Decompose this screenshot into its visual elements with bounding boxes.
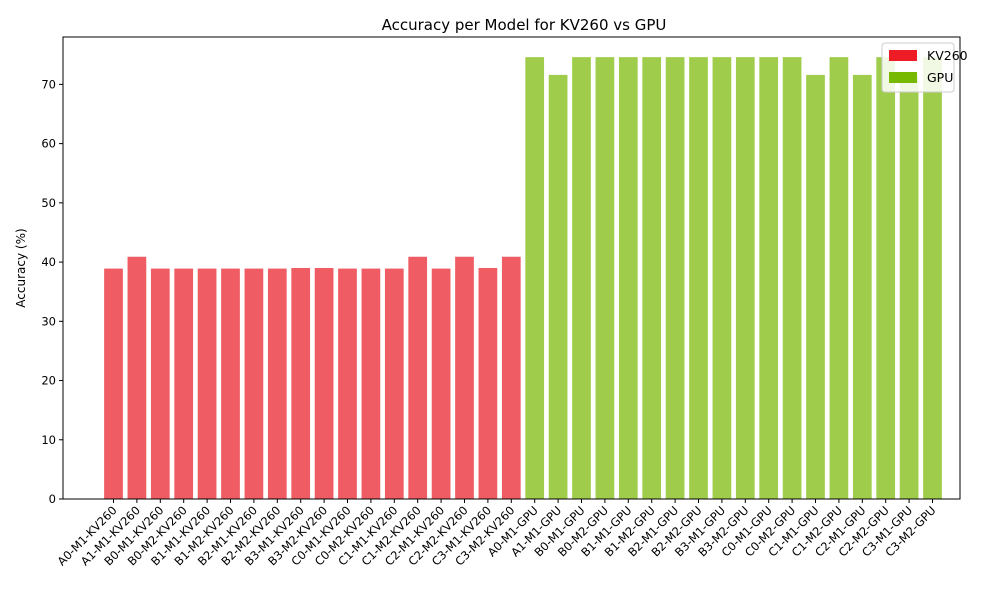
bar-a1-m1-gpu (548, 74, 568, 500)
bar-b1-m1-kv260 (197, 268, 217, 499)
chart-title: Accuracy per Model for KV260 vs GPU (382, 16, 667, 34)
bar-a0-m1-kv260 (104, 268, 123, 499)
x-ticks: A0-M1-KV260A1-M1-KV260B0-M1-KV260B0-M2-K… (55, 499, 939, 568)
bar-b3-m1-gpu (712, 57, 732, 500)
y-tick-label: 60 (41, 137, 56, 151)
legend: KV260 GPU (881, 42, 968, 93)
bar-c2-m1-kv260 (431, 268, 451, 499)
bar-c0-m2-kv260 (361, 268, 381, 499)
bar-b2-m2-gpu (689, 57, 708, 500)
bar-b2-m1-gpu (665, 57, 685, 500)
y-ticks: 0 10 20 30 40 50 60 70 (41, 77, 63, 506)
bar-a0-m1-gpu (525, 57, 545, 500)
bar-c3-m1-gpu (899, 74, 919, 500)
bar-b2-m1-kv260 (244, 268, 264, 499)
bars-group (104, 57, 942, 500)
bar-c0-m2-gpu (782, 57, 802, 500)
bar-b1-m2-kv260 (221, 268, 240, 499)
bar-c2-m2-kv260 (455, 256, 474, 499)
y-axis-label: Accuracy (%) (14, 228, 28, 307)
bar-b2-m2-kv260 (267, 268, 287, 499)
bar-b3-m2-kv260 (314, 268, 334, 499)
y-tick-label: 70 (41, 77, 56, 91)
legend-swatch-kv260 (889, 50, 917, 61)
y-tick-label: 50 (41, 196, 56, 210)
bar-b1-m1-gpu (618, 57, 638, 500)
bar-b1-m2-gpu (642, 57, 662, 500)
y-tick-label: 0 (49, 492, 56, 506)
bar-c0-m1-kv260 (338, 268, 357, 499)
bar-c1-m2-kv260 (408, 256, 428, 499)
bar-b0-m1-kv260 (150, 268, 170, 499)
y-tick-label: 30 (41, 314, 56, 328)
bar-b0-m2-kv260 (174, 268, 194, 499)
bar-c3-m1-kv260 (478, 268, 498, 499)
bar-b3-m2-gpu (735, 57, 755, 500)
y-tick-label: 20 (41, 374, 56, 388)
bar-c2-m2-gpu (876, 57, 896, 500)
bar-c2-m1-gpu (852, 74, 872, 500)
legend-label-gpu: GPU (927, 70, 953, 85)
bar-b0-m1-gpu (572, 57, 591, 500)
y-tick-label: 40 (41, 255, 56, 269)
plot-frame (62, 36, 961, 500)
bar-c1-m1-gpu (806, 74, 825, 500)
bar-c0-m1-gpu (759, 57, 779, 500)
bar-c3-m2-gpu (923, 57, 942, 500)
bar-b3-m1-kv260 (291, 268, 311, 499)
legend-label-kv260: KV260 (927, 48, 968, 63)
bar-c1-m2-gpu (829, 57, 849, 500)
legend-swatch-gpu (889, 72, 917, 83)
y-tick-label: 10 (41, 433, 56, 447)
bar-a1-m1-kv260 (127, 256, 147, 499)
bar-c1-m1-kv260 (384, 268, 404, 499)
bar-c3-m2-kv260 (501, 256, 521, 499)
bar-b0-m2-gpu (595, 57, 615, 500)
